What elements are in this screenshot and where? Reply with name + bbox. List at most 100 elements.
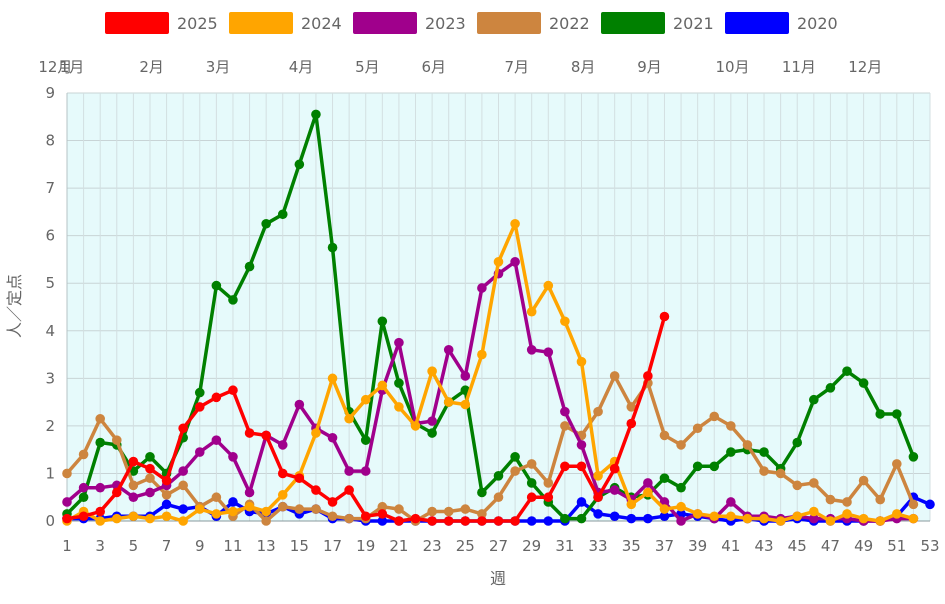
data-point-2024[interactable] bbox=[493, 257, 504, 267]
legend[interactable]: 2025 2024 2023 2022 2021 2020 bbox=[105, 12, 838, 34]
data-point-2021[interactable] bbox=[560, 513, 570, 524]
data-point-2020[interactable] bbox=[543, 516, 554, 526]
data-point-2024[interactable] bbox=[709, 511, 720, 522]
data-point-2023[interactable] bbox=[609, 485, 620, 495]
data-point-2020[interactable] bbox=[526, 516, 537, 526]
series-2024[interactable] bbox=[62, 218, 919, 526]
series-layer[interactable] bbox=[62, 109, 935, 526]
data-point-2025[interactable] bbox=[161, 475, 172, 486]
data-point-2022[interactable] bbox=[526, 459, 537, 469]
data-point-2021[interactable] bbox=[825, 383, 836, 393]
data-point-2023[interactable] bbox=[62, 497, 72, 507]
data-point-2025[interactable] bbox=[643, 371, 653, 381]
data-point-2022[interactable] bbox=[344, 513, 354, 524]
data-point-2025[interactable] bbox=[377, 509, 388, 519]
data-point-2022[interactable] bbox=[460, 504, 471, 514]
data-point-2023[interactable] bbox=[726, 497, 736, 507]
data-point-2022[interactable] bbox=[858, 475, 869, 486]
data-point-2021[interactable] bbox=[261, 218, 271, 229]
data-point-2024[interactable] bbox=[377, 380, 388, 391]
data-point-2022[interactable] bbox=[892, 459, 902, 469]
data-point-2022[interactable] bbox=[609, 371, 620, 381]
data-point-2023[interactable] bbox=[394, 337, 404, 348]
data-point-2020[interactable] bbox=[228, 497, 238, 507]
data-point-2024[interactable] bbox=[759, 513, 769, 524]
data-point-2024[interactable] bbox=[228, 506, 238, 517]
data-point-2021[interactable] bbox=[95, 437, 105, 448]
data-point-2021[interactable] bbox=[759, 447, 769, 457]
data-point-2022[interactable] bbox=[543, 478, 554, 488]
data-point-2025[interactable] bbox=[294, 473, 305, 484]
data-point-2023[interactable] bbox=[809, 513, 819, 524]
data-point-2024[interactable] bbox=[211, 509, 222, 519]
data-point-2024[interactable] bbox=[178, 516, 188, 526]
data-point-2023[interactable] bbox=[244, 487, 255, 498]
data-point-2023[interactable] bbox=[427, 416, 437, 426]
data-point-2024[interactable] bbox=[261, 506, 271, 517]
data-point-2024[interactable] bbox=[775, 516, 786, 526]
data-point-2024[interactable] bbox=[626, 499, 637, 510]
data-point-2023[interactable] bbox=[228, 452, 238, 462]
data-point-2023[interactable] bbox=[676, 516, 686, 526]
data-point-2025[interactable] bbox=[427, 516, 437, 526]
data-point-2022[interactable] bbox=[709, 411, 720, 422]
data-point-2024[interactable] bbox=[161, 511, 172, 522]
data-point-2025[interactable] bbox=[493, 516, 504, 526]
data-point-2021[interactable] bbox=[211, 280, 222, 291]
data-point-2022[interactable] bbox=[842, 497, 852, 507]
data-point-2022[interactable] bbox=[875, 494, 886, 505]
data-point-2022[interactable] bbox=[327, 511, 338, 522]
data-point-2024[interactable] bbox=[510, 218, 520, 229]
legend-item-2023[interactable]: 2023 bbox=[353, 12, 466, 34]
data-point-2025[interactable] bbox=[311, 485, 321, 495]
data-point-2021[interactable] bbox=[228, 295, 238, 305]
data-point-2020[interactable] bbox=[161, 499, 172, 510]
data-point-2022[interactable] bbox=[510, 466, 520, 476]
data-point-2025[interactable] bbox=[62, 513, 72, 524]
data-point-2021[interactable] bbox=[327, 242, 338, 253]
data-point-2024[interactable] bbox=[477, 349, 487, 360]
data-point-2024[interactable] bbox=[858, 513, 869, 524]
data-point-2025[interactable] bbox=[261, 430, 271, 441]
data-point-2022[interactable] bbox=[128, 480, 139, 491]
data-point-2025[interactable] bbox=[95, 506, 105, 517]
data-point-2022[interactable] bbox=[726, 421, 736, 431]
data-point-2025[interactable] bbox=[576, 461, 587, 472]
data-point-2024[interactable] bbox=[543, 280, 554, 291]
legend-item-2020[interactable]: 2020 bbox=[725, 12, 838, 34]
data-point-2025[interactable] bbox=[443, 516, 454, 526]
data-point-2024[interactable] bbox=[277, 490, 288, 500]
data-point-2024[interactable] bbox=[360, 394, 371, 405]
data-point-2022[interactable] bbox=[427, 506, 437, 517]
legend-item-2022[interactable]: 2022 bbox=[477, 12, 590, 34]
data-point-2025[interactable] bbox=[145, 463, 155, 474]
data-point-2023[interactable] bbox=[526, 345, 537, 355]
data-point-2023[interactable] bbox=[95, 482, 105, 493]
data-point-2024[interactable] bbox=[875, 516, 886, 526]
data-point-2022[interactable] bbox=[809, 478, 819, 488]
data-point-2021[interactable] bbox=[676, 482, 686, 493]
data-point-2024[interactable] bbox=[726, 511, 736, 522]
data-point-2022[interactable] bbox=[560, 421, 570, 431]
data-point-2022[interactable] bbox=[792, 480, 803, 491]
data-point-2024[interactable] bbox=[410, 421, 421, 431]
data-point-2022[interactable] bbox=[178, 480, 188, 491]
data-point-2024[interactable] bbox=[643, 487, 653, 498]
data-point-2025[interactable] bbox=[593, 492, 603, 503]
data-point-2025[interactable] bbox=[543, 492, 554, 503]
data-point-2024[interactable] bbox=[576, 356, 587, 367]
data-point-2024[interactable] bbox=[111, 513, 122, 524]
data-point-2024[interactable] bbox=[194, 504, 205, 514]
data-point-2022[interactable] bbox=[626, 402, 637, 412]
data-point-2021[interactable] bbox=[78, 492, 89, 503]
data-point-2022[interactable] bbox=[62, 468, 72, 479]
data-point-2024[interactable] bbox=[892, 509, 902, 519]
data-point-2024[interactable] bbox=[128, 511, 139, 522]
data-point-2021[interactable] bbox=[311, 109, 321, 120]
data-point-2021[interactable] bbox=[145, 452, 155, 462]
data-point-2023[interactable] bbox=[211, 435, 222, 445]
data-point-2022[interactable] bbox=[311, 504, 321, 514]
data-point-2022[interactable] bbox=[692, 423, 703, 434]
data-point-2025[interactable] bbox=[211, 392, 222, 403]
data-point-2021[interactable] bbox=[709, 461, 720, 472]
